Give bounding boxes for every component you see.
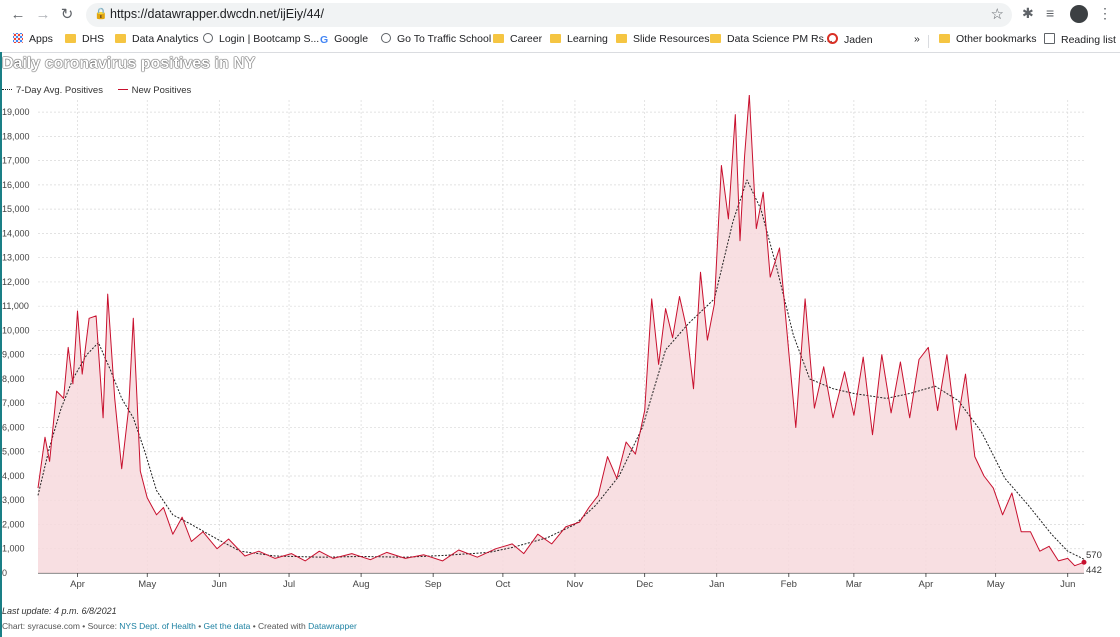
x-tick-label: Jun [212, 579, 227, 590]
bookmark-jaden[interactable]: Jaden [827, 33, 873, 46]
bookmark-career[interactable]: Career [493, 33, 542, 45]
y-tick-label: 14,000 [2, 228, 30, 238]
x-tick-label: Mar [846, 579, 862, 590]
series-avg-line [37, 179, 1085, 560]
folder-icon [493, 34, 504, 43]
credits-prefix: Chart: syracuse.com • Source: [2, 621, 120, 631]
chart-plot: 0 1,000 2,000 3,000 4,000 5,000 6,000 7,000 8,00… [2, 95, 1102, 590]
x-tick-label: Apr [919, 579, 934, 590]
bookmark-separator [928, 35, 929, 48]
bookmark-learning[interactable]: Learning [550, 33, 608, 45]
source-link[interactable]: NYS Dept. of Health [119, 621, 196, 631]
x-tick-label: Jun [1060, 579, 1075, 590]
series-new-positives-line [37, 95, 1085, 567]
bookmark-bootcamp[interactable]: Login | Bootcamp S... [203, 33, 319, 45]
x-tick-label: Oct [495, 579, 510, 590]
bookmark-data-science[interactable]: Data Science PM Rs... [710, 33, 833, 45]
y-tick-label: 11,000 [2, 301, 29, 311]
x-tick-label: May [138, 579, 156, 590]
y-tick-label: 4,000 [2, 471, 25, 481]
folder-icon [65, 34, 76, 43]
back-icon[interactable]: ← [10, 6, 26, 23]
credits-sep1: • [195, 621, 204, 631]
y-tick-label: 8,000 [2, 374, 25, 384]
x-tick-label: Apr [70, 579, 85, 590]
credits-sep2: • Created with [250, 621, 309, 631]
bookmark-dhs[interactable]: DHS [65, 33, 104, 45]
y-tick-label: 3,000 [2, 495, 25, 505]
bookmark-slide-resources[interactable]: Slide Resources [616, 33, 709, 45]
x-tick-label: Nov [566, 579, 583, 590]
folder-icon [115, 34, 126, 43]
y-tick-label: 17,000 [2, 156, 30, 166]
y-tick-label: 0 [2, 568, 7, 578]
globe-icon [203, 33, 213, 43]
legend-item-avg: 7-Day Avg. Positives [2, 85, 103, 96]
globe-icon [381, 33, 391, 43]
y-tick-label: 2,000 [2, 519, 25, 529]
last-update-note: Last update: 4 p.m. 6/8/2021 [2, 606, 117, 616]
x-tick-label: May [987, 579, 1005, 590]
x-tick-label: Aug [353, 579, 370, 590]
legend-swatch-new [117, 89, 128, 90]
page-edge [0, 52, 2, 637]
y-tick-label: 19,000 [2, 107, 30, 117]
chart-legend: 7-Day Avg. Positives New Positives [2, 85, 203, 96]
forward-icon[interactable]: → [35, 6, 51, 23]
x-tick-label: Jan [709, 579, 724, 590]
datawrapper-link[interactable]: Datawrapper [308, 621, 357, 631]
google-icon: G [320, 34, 329, 46]
y-tick-label: 18,000 [2, 131, 30, 141]
y-tick-label: 13,000 [2, 253, 30, 263]
folder-icon [616, 34, 627, 43]
bookmark-star-icon[interactable]: ☆ [990, 6, 1004, 23]
x-tick-label: Feb [781, 579, 797, 590]
y-tick-label: 9,000 [2, 350, 25, 360]
y-tick-label: 10,000 [2, 325, 30, 335]
extensions-icon[interactable]: ✱ [1022, 5, 1034, 21]
address-bar[interactable]: 🔒 https://datawrapper.dwcdn.net/ijEiy/44… [86, 3, 1012, 27]
lock-icon: 🔒 [94, 8, 108, 20]
url-text[interactable]: https://datawrapper.dwcdn.net/ijEiy/44/ [110, 7, 325, 21]
x-tick-label: Sep [425, 579, 442, 590]
media-control-icon[interactable]: ≡ [1046, 5, 1055, 21]
reading-list-icon [1044, 33, 1055, 44]
series-new-positives-end-point [1081, 559, 1087, 565]
y-tick-label: 1,000 [2, 544, 25, 554]
y-tick-label: 12,000 [2, 277, 30, 287]
x-tick-label: Dec [636, 579, 653, 590]
bookmark-other[interactable]: Other bookmarks [939, 33, 1037, 45]
chart-credits: Chart: syracuse.com • Source: NYS Dept. … [2, 621, 357, 631]
reading-list-button[interactable]: Reading list [1044, 33, 1116, 46]
legend-item-new: New Positives [117, 85, 191, 96]
profile-avatar[interactable] [1070, 5, 1088, 23]
menu-icon[interactable]: ⋮ [1098, 5, 1112, 21]
bookmark-apps[interactable]: Apps [13, 33, 53, 45]
apps-icon [13, 33, 23, 43]
reload-icon[interactable]: ↻ [60, 6, 74, 23]
legend-swatch-avg [2, 89, 12, 90]
bookmark-data-analytics[interactable]: Data Analytics [115, 33, 199, 45]
x-tick-label: Jul [283, 579, 295, 590]
series-new-positives-area [38, 95, 1084, 573]
jaden-icon [827, 33, 838, 44]
bookmark-google[interactable]: G Google [320, 33, 369, 46]
y-tick-label: 6,000 [2, 422, 25, 432]
y-tick-label: 7,000 [2, 398, 25, 408]
get-data-link[interactable]: Get the data [203, 621, 251, 631]
end-label-avg: 570 [1086, 550, 1102, 561]
more-bookmarks-button[interactable]: » [914, 33, 920, 45]
folder-icon [550, 34, 561, 43]
y-tick-label: 5,000 [2, 447, 25, 457]
end-label-new: 442 [1086, 565, 1102, 576]
browser-toolbar: ← → ↻ 🔒 https://datawrapper.dwcdn.net/ij… [0, 0, 1120, 30]
bookmarks-bar: Apps DHS Data Analytics Login | Bootcamp… [0, 30, 1120, 53]
chart-title: Daily coronavirus positives in NY [2, 55, 256, 72]
y-tick-label: 16,000 [2, 180, 30, 190]
folder-icon [710, 34, 721, 43]
y-tick-label: 15,000 [2, 204, 30, 214]
bookmark-traffic-school[interactable]: Go To Traffic School [381, 33, 491, 45]
folder-icon [939, 34, 950, 43]
